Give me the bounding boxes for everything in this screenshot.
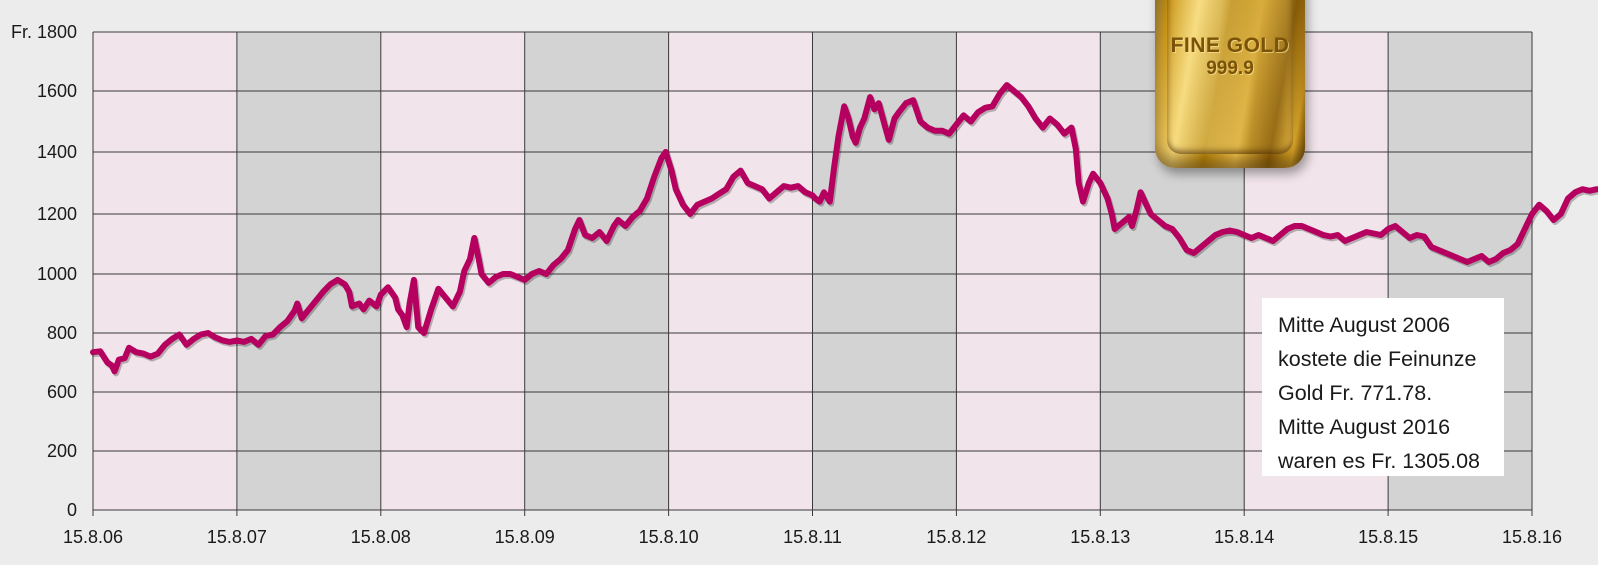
y-tick-label-1200: 1200 [37, 204, 77, 224]
y-tick-label-1000: 1000 [37, 264, 77, 284]
year-band-15.8.10 [668, 32, 813, 510]
annotation-line-1: Mitte August 2006 [1278, 313, 1451, 337]
annotation-line-2: kostete die Feinunze [1278, 347, 1477, 371]
x-tick-label-15.8.14: 15.8.14 [1214, 527, 1274, 547]
y-tick-label-200: 200 [47, 441, 77, 461]
x-tick-label-15.8.13: 15.8.13 [1070, 527, 1130, 547]
y-tick-label-1400: 1400 [37, 142, 77, 162]
year-band-15.8.11 [812, 32, 957, 510]
annotation-line-5: waren es Fr. 1305.08 [1278, 449, 1480, 473]
gold-bar-text-purity: 999.9 [1206, 58, 1254, 79]
gold-bar-text-fine-gold: FINE GOLD [1170, 34, 1290, 57]
y-tick-label-600: 600 [47, 382, 77, 402]
x-tick-label-15.8.09: 15.8.09 [495, 527, 555, 547]
series-line-gold-price [90, 82, 1598, 375]
gold-bar-face [1167, 0, 1293, 154]
x-tick-label-15.8.10: 15.8.10 [639, 527, 699, 547]
x-tick-label-15.8.16: 15.8.16 [1502, 527, 1562, 547]
x-tick-label-15.8.15: 15.8.15 [1358, 527, 1418, 547]
year-band-15.8.06 [93, 32, 237, 510]
annotation-line-3: Gold Fr. 771.78. [1278, 381, 1433, 405]
year-band-15.8.08 [380, 32, 525, 510]
annotation-line-4: Mitte August 2016 [1278, 415, 1451, 439]
year-band-15.8.07 [236, 32, 381, 510]
x-tick-label-15.8.12: 15.8.12 [926, 527, 986, 547]
x-tick-label-15.8.08: 15.8.08 [351, 527, 411, 547]
x-tick-label-15.8.06: 15.8.06 [63, 527, 123, 547]
x-tick-label-15.8.11: 15.8.11 [783, 527, 842, 547]
y-tick-label-0: 0 [67, 500, 77, 520]
y-tick-label-1800: Fr. 1800 [11, 22, 77, 42]
price-annotation-box: Mitte August 2006 kostete die Feinunze G… [1262, 298, 1504, 476]
x-tick-label-15.8.07: 15.8.07 [207, 527, 267, 547]
y-tick-label-800: 800 [47, 323, 77, 343]
y-tick-label-1600: 1600 [37, 81, 77, 101]
gold-bar-illustration: FINE GOLD 999.9 [1155, 0, 1305, 168]
